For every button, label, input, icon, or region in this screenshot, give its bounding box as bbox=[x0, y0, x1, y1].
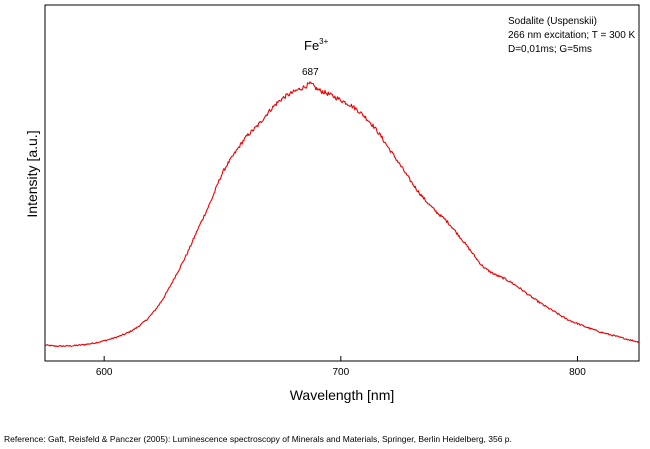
legend-line-3: D=0,01ms; G=5ms bbox=[508, 44, 592, 55]
peak-wavelength-label: 687 bbox=[302, 67, 319, 78]
legend-line-1: Sodalite (Uspenskii) bbox=[508, 16, 597, 27]
series-line bbox=[44, 81, 639, 348]
plot-frame bbox=[44, 4, 640, 362]
peak-ion-label: Fe bbox=[304, 38, 319, 53]
spectrum-chart: 600 700 800 Sodalite (Uspenskii) 266 nm ex… bbox=[24, 4, 640, 403]
legend: Sodalite (Uspenskii) 266 nm excitation; … bbox=[508, 16, 636, 55]
x-axis-ticks: 600 700 800 bbox=[96, 356, 586, 378]
svg-text:Fe3+: Fe3+ bbox=[304, 37, 329, 53]
peak-annotation: Fe3+ 687 bbox=[302, 37, 329, 78]
legend-line-2: 266 nm excitation; T = 300 K bbox=[508, 30, 636, 41]
peak-ion-charge: 3+ bbox=[319, 37, 328, 46]
y-axis-title: Intensity [a.u.] bbox=[24, 130, 40, 217]
x-tick-label: 600 bbox=[96, 367, 113, 378]
x-axis-title: Wavelength [nm] bbox=[290, 387, 395, 403]
reference-note: Reference: Gaft, Reisfeld & Panczer (200… bbox=[4, 434, 512, 444]
x-tick-label: 800 bbox=[569, 367, 586, 378]
x-tick-label: 700 bbox=[332, 367, 349, 378]
